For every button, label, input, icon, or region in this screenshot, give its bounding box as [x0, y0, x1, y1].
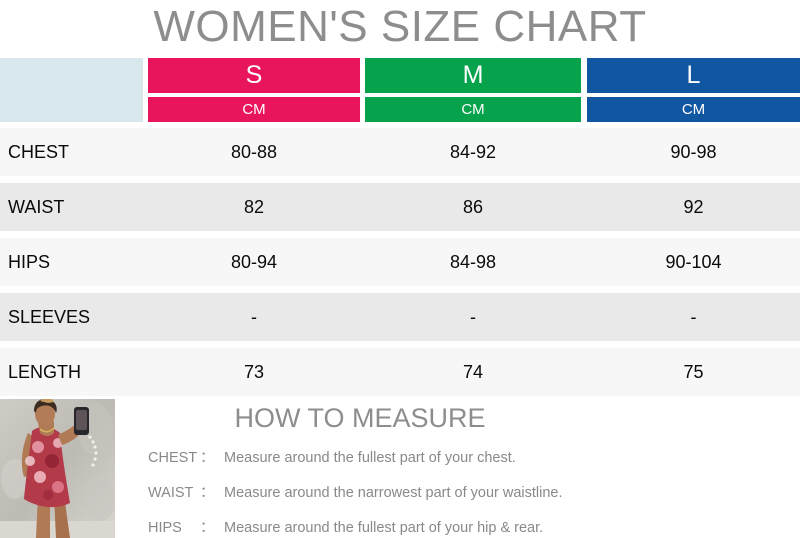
measure-item-waist: WAIST ： Measure around the narrowest par… [148, 481, 563, 502]
cell-value: 75 [683, 362, 704, 382]
model-photo [0, 398, 116, 538]
measure-item-label: HIPS [148, 520, 182, 536]
cell-value: 82 [243, 197, 265, 217]
model-photo-illustration [0, 398, 116, 538]
header-unit-m: CM [365, 97, 581, 122]
header-size-s: S [148, 58, 360, 93]
cell-value: 80-94 [230, 252, 278, 272]
row-label: HIPS [8, 252, 51, 272]
measure-item-colon: ： [200, 450, 215, 466]
cell-value: 74 [462, 362, 484, 382]
cell-value: - [470, 307, 476, 327]
page-title: WOMEN'S SIZE CHART [153, 2, 647, 51]
row-label: SLEEVES [8, 307, 91, 327]
cell-value: 90-98 [670, 142, 717, 162]
table-row-length: LENGTH 73 74 75 [0, 348, 800, 396]
cell-value: 84-98 [449, 252, 497, 272]
cell-value: - [251, 307, 257, 327]
header-size-l: L [587, 58, 800, 93]
measure-item-colon: ： [200, 520, 215, 536]
measure-item-text: Measure around the narrowest part of you… [224, 485, 563, 501]
row-label: CHEST [8, 142, 70, 162]
cell-value: 86 [462, 197, 484, 217]
cell-value: 80-88 [230, 142, 278, 162]
cell-value: 84-92 [449, 142, 497, 162]
header-unit-s: CM [148, 97, 360, 122]
header-empty-cell [0, 58, 143, 122]
row-label: LENGTH [8, 362, 82, 382]
measure-item-text: Measure around the fullest part of your … [224, 520, 544, 536]
cell-value: 90-104 [665, 252, 722, 272]
row-label: WAIST [8, 197, 65, 217]
table-row-waist: WAIST 82 86 92 [0, 183, 800, 231]
how-to-measure-title: HOW TO MEASURE [234, 403, 486, 433]
cell-value: 92 [683, 197, 704, 217]
measure-item-chest: CHEST ： Measure around the fullest part … [148, 446, 516, 467]
measure-item-text: Measure around the fullest part of your … [224, 450, 516, 466]
measure-item-label: WAIST [148, 485, 194, 501]
table-row-sleeves: SLEEVES - - - [0, 293, 800, 341]
measure-item-label: CHEST [148, 450, 198, 466]
cell-value: 73 [243, 362, 265, 382]
table-row-hips: HIPS 80-94 84-98 90-104 [0, 238, 800, 286]
cell-value: - [690, 307, 697, 327]
measure-item-colon: ： [200, 485, 215, 501]
table-row-chest: CHEST 80-88 84-92 90-98 [0, 128, 800, 176]
header-size-m: M [365, 58, 581, 93]
measure-item-hips: HIPS ： Measure around the fullest part o… [148, 516, 543, 537]
header-unit-l: CM [587, 97, 800, 122]
